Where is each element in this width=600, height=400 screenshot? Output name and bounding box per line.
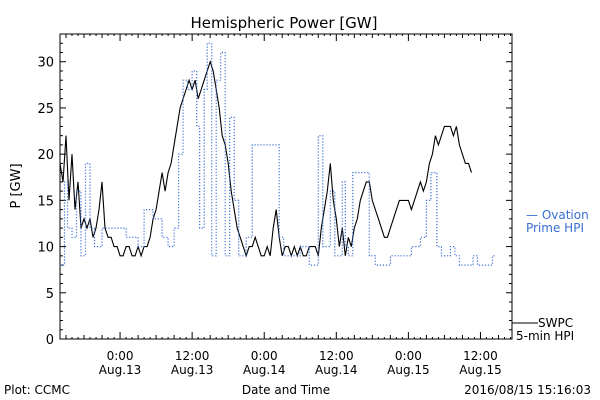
x-axis: 0:00Aug.1312:00Aug.130:00Aug.1412:00Aug.… xyxy=(59,34,511,377)
y-tick-label: 10 xyxy=(37,241,54,256)
series-layer xyxy=(59,42,496,266)
y-tick-label: 0 xyxy=(46,333,54,348)
x-tick-label-time: 12:00 xyxy=(319,349,354,363)
legend-swpc-label-line1: SWPC xyxy=(538,316,573,330)
x-tick-label-date: Aug.13 xyxy=(171,363,214,377)
y-tick-label: 15 xyxy=(37,194,54,209)
legend-swpc-label-line2: 5-min HPI xyxy=(516,329,574,343)
y-tick-label: 5 xyxy=(46,287,54,302)
y-tick-label: 30 xyxy=(37,56,54,71)
x-tick-label-time: 0:00 xyxy=(251,349,278,363)
x-tick-label-time: 12:00 xyxy=(463,349,498,363)
plot-credit: Plot: CCMC xyxy=(4,383,70,397)
plot-area-frame xyxy=(59,33,513,340)
x-tick-label-time: 0:00 xyxy=(107,349,134,363)
y-axis-label: P [GW] xyxy=(9,163,24,208)
x-tick-label-time: 12:00 xyxy=(175,349,210,363)
legend-ovation-label-line1: — Ovation xyxy=(526,208,589,222)
chart-title: Hemispheric Power [GW] xyxy=(191,14,378,32)
x-tick-label-date: Aug.15 xyxy=(459,363,502,377)
x-tick-label-date: Aug.14 xyxy=(315,363,358,377)
y-axis: 0 5 10 15 20 25 30 xyxy=(37,33,512,348)
x-tick-label-time: 0:00 xyxy=(395,349,422,363)
x-tick-label-date: Aug.15 xyxy=(387,363,430,377)
legend: — Ovation Prime HPI SWPC 5-min HPI xyxy=(512,208,589,343)
series-swpc-line xyxy=(59,59,473,258)
legend-ovation-label-line2: Prime HPI xyxy=(526,221,584,235)
x-axis-label: Date and Time xyxy=(242,383,330,397)
series-ovation-line xyxy=(60,42,496,266)
x-tick-label-date: Aug.14 xyxy=(243,363,286,377)
y-tick-label: 25 xyxy=(37,102,54,117)
y-tick-label: 20 xyxy=(37,148,54,163)
x-tick-label-date: Aug.13 xyxy=(99,363,142,377)
plot-timestamp: 2016/08/15 15:16:03 xyxy=(464,383,591,397)
